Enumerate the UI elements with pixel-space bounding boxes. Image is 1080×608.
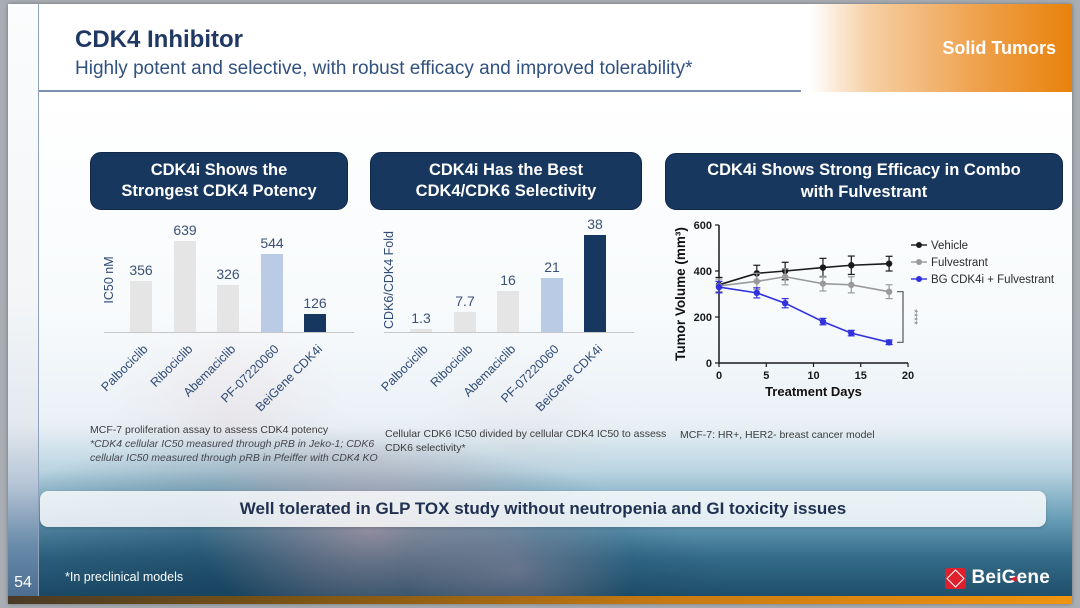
panel-header-line: with Fulvestrant — [800, 182, 928, 201]
x-tick-label: 20 — [902, 370, 914, 382]
data-point — [781, 273, 789, 280]
data-point — [848, 281, 855, 288]
bar-value-label: 7.7 — [455, 293, 475, 309]
legend-label: Fulvestrant — [931, 257, 989, 269]
panel-header-line: Strongest CDK4 Potency — [121, 182, 317, 200]
beigene-seal-icon — [944, 567, 966, 589]
x-tick-label: 10 — [807, 370, 819, 382]
footnote-efficacy: MCF-7: HR+, HER2- breast cancer model — [680, 428, 970, 442]
footnote-potency: MCF-7 proliferation assay to assess CDK4… — [90, 423, 380, 466]
data-point — [848, 262, 855, 269]
y-axis-title: Tumor Volume (mm³) — [673, 227, 688, 361]
beigene-logo: BeiGene — [944, 567, 1051, 589]
bar-category-label: Palbociclib — [98, 342, 151, 395]
bar — [584, 235, 606, 332]
bar — [410, 329, 432, 332]
bar-value-label: 1.3 — [411, 310, 431, 326]
slide: 54 CDK4 Inhibitor Highly potent and sele… — [8, 4, 1072, 604]
panel-header-line: CDK4/CDK6 Selectivity — [415, 182, 597, 200]
x-axis-line — [104, 332, 354, 333]
bar — [261, 254, 283, 332]
data-point — [753, 289, 760, 297]
bottom-orange-strip — [8, 596, 1072, 604]
selectivity-bar-chart: CDK6/CDK4 Fold 1.3 Palbociclib 7.7 Ribocicli… — [370, 216, 650, 414]
data-point — [753, 278, 760, 285]
preclinical-footnote: *In preclinical models — [65, 570, 184, 584]
legend-label: Vehicle — [931, 240, 968, 252]
legend-marker — [916, 259, 922, 265]
data-point — [781, 300, 789, 307]
data-point — [819, 280, 827, 287]
significance-bracket — [897, 291, 904, 343]
y-tick-label: 0 — [706, 358, 712, 370]
panel-header-line: CDK4i Shows the — [150, 160, 288, 179]
bar — [541, 278, 563, 332]
x-tick-label: 15 — [855, 370, 867, 382]
page-subtitle: Highly potent and selective, with robust… — [75, 58, 693, 79]
bar-value-label: 356 — [129, 262, 153, 278]
bar-value-label: 639 — [173, 222, 197, 238]
footnote-main: Cellular CDK6 IC50 divided by cellular C… — [385, 428, 667, 455]
data-point — [819, 264, 827, 271]
bar-category-label: Palbociclib — [378, 342, 431, 395]
slide-header: CDK4 Inhibitor Highly potent and selecti… — [39, 4, 1072, 92]
y-tick-label: 400 — [694, 266, 712, 278]
bar — [130, 281, 152, 332]
panel-header-potency: CDK4i Shows the Strongest CDK4 Potency — [90, 152, 348, 210]
data-point — [819, 318, 827, 325]
tolerability-banner: Well tolerated in GLP TOX study without … — [40, 491, 1046, 527]
x-tick-label: 0 — [716, 370, 722, 382]
potency-bar-chart: IC50 nM 356 Palbociclib 639 Ribociclib 326 Abe… — [90, 216, 370, 414]
bar — [497, 291, 519, 332]
logo-text-part: G — [1001, 567, 1017, 588]
bar — [217, 285, 239, 332]
data-point — [848, 329, 855, 337]
bar-value-label: 16 — [500, 272, 516, 288]
legend-label: BG CDK4i + Fulvestrant — [931, 274, 1055, 286]
bar-value-label: 326 — [216, 266, 240, 282]
panel-header-line: CDK4i Shows Strong Efficacy in Combo — [707, 161, 1021, 180]
panel-header-line: CDK4i Has the Best — [428, 160, 584, 179]
panel-header-selectivity: CDK4i Has the Best CDK4/CDK6 Selectivity — [370, 152, 642, 210]
x-axis-title: Treatment Days — [765, 384, 862, 399]
page-title: CDK4 Inhibitor — [75, 26, 243, 53]
bar-value-label: 21 — [544, 259, 560, 275]
footnote-italic: *CDK4 cellular IC50 measured through pRB… — [90, 438, 378, 465]
bar — [454, 312, 476, 332]
footnote-selectivity: Cellular CDK6 IC50 divided by cellular C… — [385, 427, 675, 455]
header-divider — [39, 90, 801, 92]
y-tick-label: 200 — [694, 312, 712, 324]
solid-tumors-badge: Solid Tumors — [810, 4, 1072, 92]
data-point — [885, 288, 893, 295]
logo-text-part: Bei — [971, 567, 1002, 588]
series-line-1 — [718, 275, 890, 293]
legend-marker — [916, 276, 922, 282]
panel-header-efficacy: CDK4i Shows Strong Efficacy in Combo wit… — [665, 153, 1063, 210]
bar-value-label: 38 — [587, 216, 603, 232]
footnote-main: MCF-7: HR+, HER2- breast cancer model — [680, 429, 875, 441]
beigene-logo-text: BeiGene — [972, 567, 1051, 589]
series-line-2 — [718, 286, 890, 344]
footnote-main: MCF-7 proliferation assay to assess CDK4… — [90, 424, 329, 436]
data-point — [715, 283, 723, 291]
series-line-0 — [718, 262, 890, 286]
bar — [304, 314, 326, 332]
x-axis-line — [384, 332, 634, 333]
bar-value-label: 544 — [260, 235, 284, 251]
bar-value-label: 126 — [303, 295, 327, 311]
axes — [718, 225, 908, 364]
data-point — [885, 339, 893, 346]
significance-stars: **** — [908, 309, 919, 325]
left-margin-strip: 54 — [8, 4, 39, 604]
tumor-volume-line-chart: 0 200 400 600 0 5 10 15 20 Treatment Days Tumor Vo… — [673, 220, 1055, 399]
bar — [174, 241, 196, 332]
logo-text-part: ene — [1016, 567, 1050, 588]
data-point — [885, 260, 893, 267]
legend-marker — [916, 242, 922, 248]
x-tick-label: 5 — [763, 370, 769, 382]
page-number: 54 — [14, 574, 32, 591]
y-tick-label: 600 — [694, 220, 712, 232]
